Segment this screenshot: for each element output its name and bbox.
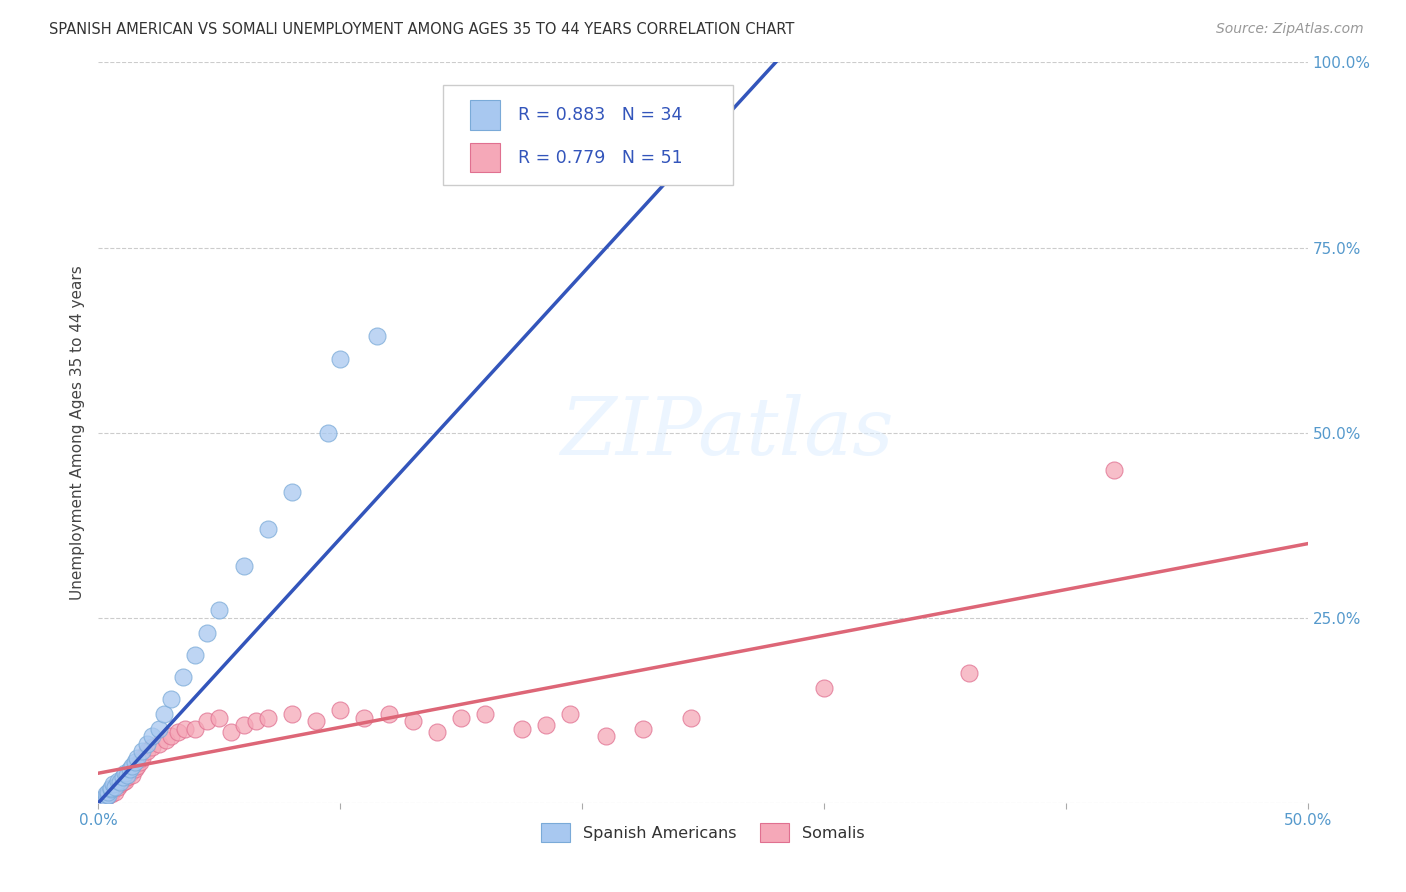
Point <box>100 782 122 797</box>
Point <box>111 770 134 784</box>
Point <box>245 714 267 729</box>
Point <box>353 711 375 725</box>
Point <box>128 755 150 769</box>
Point <box>329 351 352 366</box>
FancyBboxPatch shape <box>443 85 734 185</box>
Point <box>121 767 143 781</box>
Point <box>141 729 163 743</box>
Point <box>366 329 388 343</box>
Text: SPANISH AMERICAN VS SOMALI UNEMPLOYMENT AMONG AGES 35 TO 44 YEARS CORRELATION CH: SPANISH AMERICAN VS SOMALI UNEMPLOYMENT … <box>49 22 794 37</box>
Point <box>402 714 425 729</box>
Point <box>108 775 131 789</box>
Legend: Spanish Americans, Somalis: Spanish Americans, Somalis <box>533 815 873 850</box>
Point <box>195 714 218 729</box>
Text: ZIPatlas: ZIPatlas <box>561 394 894 471</box>
Point <box>558 706 581 721</box>
Point <box>91 792 114 806</box>
Point <box>152 706 174 721</box>
Point <box>114 773 136 788</box>
Point <box>141 740 163 755</box>
Point <box>474 706 496 721</box>
Point <box>281 706 304 721</box>
Point <box>118 766 141 780</box>
Point <box>281 484 304 499</box>
Point <box>117 767 139 781</box>
Point <box>256 711 278 725</box>
FancyBboxPatch shape <box>470 100 501 129</box>
Point <box>377 706 399 721</box>
Point <box>160 729 183 743</box>
Y-axis label: Unemployment Among Ages 35 to 44 years: Unemployment Among Ages 35 to 44 years <box>69 265 84 600</box>
Point <box>107 773 129 788</box>
Point <box>256 522 278 536</box>
Point <box>813 681 835 695</box>
FancyBboxPatch shape <box>470 143 501 172</box>
Point <box>97 785 120 799</box>
Point <box>450 711 472 725</box>
Point <box>148 722 170 736</box>
Point <box>114 766 136 780</box>
Point <box>195 625 218 640</box>
Point <box>104 785 127 799</box>
Point <box>104 780 127 794</box>
Point <box>100 780 122 795</box>
Point <box>94 789 117 804</box>
Point <box>121 758 143 772</box>
Point <box>232 558 254 573</box>
Point <box>316 425 339 440</box>
Point <box>148 737 170 751</box>
Point <box>426 725 449 739</box>
Point <box>127 751 149 765</box>
Point <box>305 714 328 729</box>
Point <box>167 725 190 739</box>
Point <box>107 780 129 794</box>
Point <box>131 751 153 765</box>
Point <box>124 755 146 769</box>
Text: R = 0.779   N = 51: R = 0.779 N = 51 <box>517 148 683 167</box>
Point <box>135 744 157 758</box>
Point <box>97 789 120 803</box>
Point <box>94 789 117 804</box>
Point <box>1102 462 1125 476</box>
Point <box>232 718 254 732</box>
Point <box>957 666 980 681</box>
Point <box>534 718 557 732</box>
Point <box>595 729 617 743</box>
Point <box>108 777 131 791</box>
Point <box>208 711 231 725</box>
Point <box>184 722 207 736</box>
Point <box>97 789 120 803</box>
Text: Source: ZipAtlas.com: Source: ZipAtlas.com <box>1216 22 1364 37</box>
Point <box>117 770 139 784</box>
Point <box>101 782 124 797</box>
Point <box>172 670 194 684</box>
Point <box>100 787 122 801</box>
Point <box>127 758 149 772</box>
Point <box>101 777 124 791</box>
Point <box>184 648 207 662</box>
Point <box>111 775 134 789</box>
Point <box>94 787 117 801</box>
Point <box>221 725 243 739</box>
Point <box>155 732 177 747</box>
Point <box>91 792 114 806</box>
Point <box>101 780 124 795</box>
Point <box>118 763 141 777</box>
Point <box>329 703 352 717</box>
Point <box>100 785 122 799</box>
Point <box>160 692 183 706</box>
Point <box>208 603 231 617</box>
Text: R = 0.883   N = 34: R = 0.883 N = 34 <box>517 106 682 124</box>
Point <box>510 722 533 736</box>
Point <box>124 763 146 777</box>
Point <box>679 711 702 725</box>
Point <box>131 744 153 758</box>
Point <box>174 722 197 736</box>
Point <box>135 737 157 751</box>
Point <box>631 722 654 736</box>
